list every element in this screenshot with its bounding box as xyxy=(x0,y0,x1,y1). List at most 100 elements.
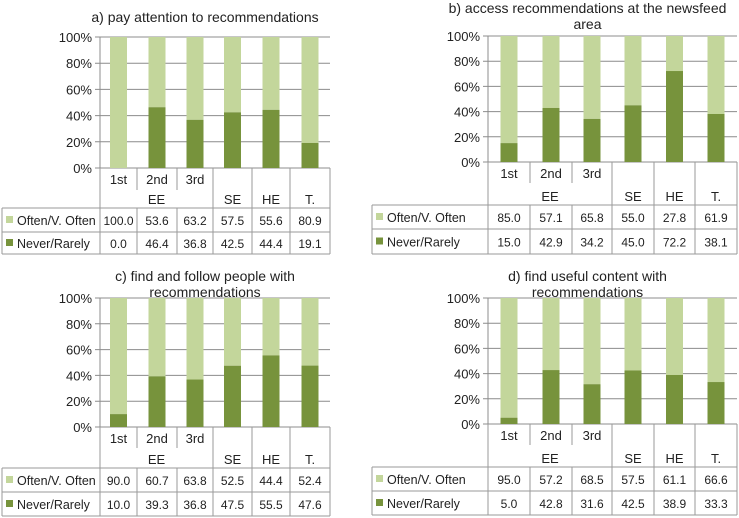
legend-swatch xyxy=(6,476,13,483)
table-value: 42.5 xyxy=(621,497,645,511)
table-value: 45.0 xyxy=(621,236,645,250)
legend-swatch xyxy=(376,213,383,220)
chart-title: recommendations xyxy=(532,284,643,300)
table-value: 33.3 xyxy=(704,497,728,511)
bar-never-T. xyxy=(301,365,319,427)
bar-often-1st xyxy=(110,298,127,415)
bar-often-SE xyxy=(224,37,241,113)
category-label: 2nd xyxy=(146,172,168,187)
bar-often-HE xyxy=(262,37,280,110)
bar-often-HE xyxy=(262,298,280,356)
table-value: 85.0 xyxy=(497,211,521,225)
category-label: T. xyxy=(711,189,721,204)
bar-often-3rd xyxy=(583,36,601,119)
table-value: 47.6 xyxy=(298,498,322,512)
table-value: 42.9 xyxy=(539,236,563,250)
chart-title: recommendations xyxy=(149,284,260,300)
group-label: EE xyxy=(148,192,166,207)
table-value: 38.9 xyxy=(663,497,687,511)
chart-title: b) access recommendations at the newsfee… xyxy=(449,0,727,16)
y-tick-label: 60% xyxy=(454,341,480,356)
y-tick-label: 0% xyxy=(461,417,480,432)
bar-never-HE xyxy=(262,109,280,168)
table-value: 57.5 xyxy=(621,473,645,487)
table-value: 63.2 xyxy=(183,214,207,228)
bar-often-3rd xyxy=(583,298,601,385)
bar-never-T. xyxy=(707,382,725,424)
table-value: 44.4 xyxy=(259,474,283,488)
bar-never-3rd xyxy=(583,384,601,424)
category-label: 3rd xyxy=(186,172,205,187)
y-tick-label: 80% xyxy=(66,56,92,71)
bar-often-3rd xyxy=(186,298,204,380)
legend-label: Often/V. Often xyxy=(387,473,466,487)
y-tick-label: 20% xyxy=(454,130,480,145)
category-label: HE xyxy=(665,451,683,466)
chart-title: a) pay attention to recommendations xyxy=(91,9,318,25)
y-tick-label: 100% xyxy=(59,291,93,306)
table-value: 63.8 xyxy=(183,474,207,488)
category-label: SE xyxy=(224,192,242,207)
bar-never-T. xyxy=(301,142,319,168)
bar-often-T. xyxy=(301,37,319,143)
table-value: 31.6 xyxy=(580,497,604,511)
bar-often-SE xyxy=(624,298,642,371)
category-label: 2nd xyxy=(540,428,562,443)
table-value: 57.5 xyxy=(221,214,245,228)
table-value: 42.8 xyxy=(539,497,563,511)
table-value: 100.0 xyxy=(103,214,133,228)
bar-never-T. xyxy=(707,113,725,162)
bar-often-1st xyxy=(110,37,127,168)
panel-a: a) pay attention to recommendations 0% 20%… xyxy=(1,9,331,255)
bar-often-SE xyxy=(624,36,642,106)
table-value: 60.7 xyxy=(145,474,169,488)
bar-never-3rd xyxy=(186,119,204,168)
table-value: 61.1 xyxy=(663,473,687,487)
category-label: SE xyxy=(224,452,242,467)
bar-never-1st xyxy=(500,143,518,162)
table-value: 38.1 xyxy=(704,236,728,250)
y-tick-label: 40% xyxy=(66,109,92,124)
legend-swatch xyxy=(6,500,13,507)
table-value: 44.4 xyxy=(259,237,283,251)
bar-never-1st xyxy=(110,414,127,427)
bar-never-2nd xyxy=(148,376,166,427)
category-label: T. xyxy=(305,192,315,207)
bar-never-HE xyxy=(666,71,683,162)
category-label: 2nd xyxy=(540,166,562,181)
category-label: 3rd xyxy=(583,428,602,443)
group-label: EE xyxy=(541,189,559,204)
table-value: 34.2 xyxy=(580,236,604,250)
y-tick-label: 80% xyxy=(66,317,92,332)
table-value: 72.2 xyxy=(663,236,687,250)
bar-often-2nd xyxy=(542,36,560,108)
legend-swatch xyxy=(376,237,383,245)
bar-never-HE xyxy=(666,374,683,424)
bar-never-SE xyxy=(224,112,241,168)
y-tick-label: 40% xyxy=(66,368,92,383)
legend-label: Never/Rarely xyxy=(387,236,461,250)
bar-often-HE xyxy=(666,36,683,72)
y-tick-label: 20% xyxy=(66,394,92,409)
y-tick-label: 40% xyxy=(454,105,480,120)
bar-never-3rd xyxy=(583,118,601,162)
bar-often-T. xyxy=(707,298,725,383)
chart-title: d) find useful content with xyxy=(508,268,667,284)
bar-often-3rd xyxy=(186,37,204,120)
table-value: 36.8 xyxy=(183,498,207,512)
bar-never-HE xyxy=(262,355,280,427)
y-tick-label: 60% xyxy=(66,343,92,358)
legend-label: Often/V. Often xyxy=(17,474,96,488)
table-value: 61.9 xyxy=(704,211,728,225)
bar-often-2nd xyxy=(148,37,166,108)
bar-never-SE xyxy=(624,370,642,424)
table-value: 27.8 xyxy=(663,211,687,225)
bar-never-2nd xyxy=(542,107,560,162)
table-value: 42.5 xyxy=(221,237,245,251)
y-tick-label: 100% xyxy=(59,30,93,45)
bar-never-2nd xyxy=(148,107,166,168)
group-label: EE xyxy=(541,451,559,466)
table-value: 36.8 xyxy=(183,237,207,251)
legend-swatch xyxy=(6,239,13,246)
